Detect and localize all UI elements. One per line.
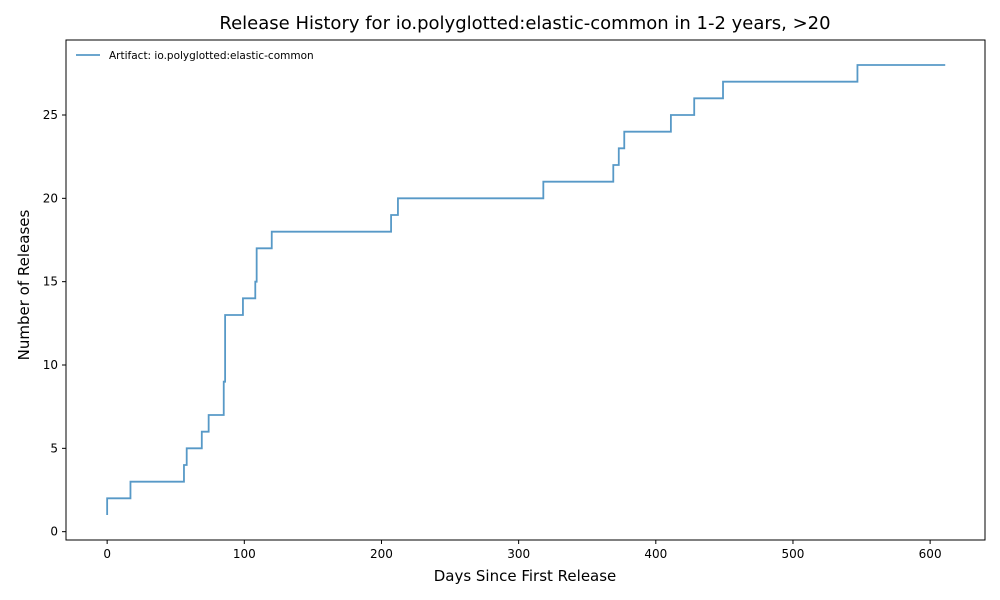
plot-frame <box>65 39 986 541</box>
plot-border <box>65 39 986 541</box>
chart-title: Release History for io.polyglotted:elast… <box>219 13 830 34</box>
y-tick-label: 25 <box>43 108 58 122</box>
y-tick-label: 0 <box>50 525 58 539</box>
legend-label: Artifact: io.polyglotted:elastic-common <box>109 50 314 62</box>
x-tick-label: 100 <box>233 547 256 561</box>
series-line-0 <box>106 64 946 515</box>
y-tick-label: 20 <box>43 191 58 205</box>
y-tick-label: 5 <box>50 441 58 455</box>
y-axis-ticks: 0 5 10 15 20 25 <box>43 108 66 539</box>
x-tick-label: 0 <box>103 547 111 561</box>
x-tick-label: 300 <box>507 547 530 561</box>
series-layer <box>106 64 946 515</box>
legend: Artifact: io.polyglotted:elastic-common <box>76 50 314 62</box>
y-axis-title: Number of Releases <box>15 209 33 360</box>
x-tick-label: 200 <box>370 547 393 561</box>
x-tick-label: 600 <box>919 547 942 561</box>
x-axis-title: Days Since First Release <box>434 567 617 585</box>
x-tick-label: 400 <box>644 547 667 561</box>
y-tick-label: 15 <box>43 275 58 289</box>
y-tick-label: 10 <box>43 358 58 372</box>
x-axis-ticks: 0 100 200 300 400 500 600 <box>103 540 942 561</box>
x-tick-label: 500 <box>782 547 805 561</box>
